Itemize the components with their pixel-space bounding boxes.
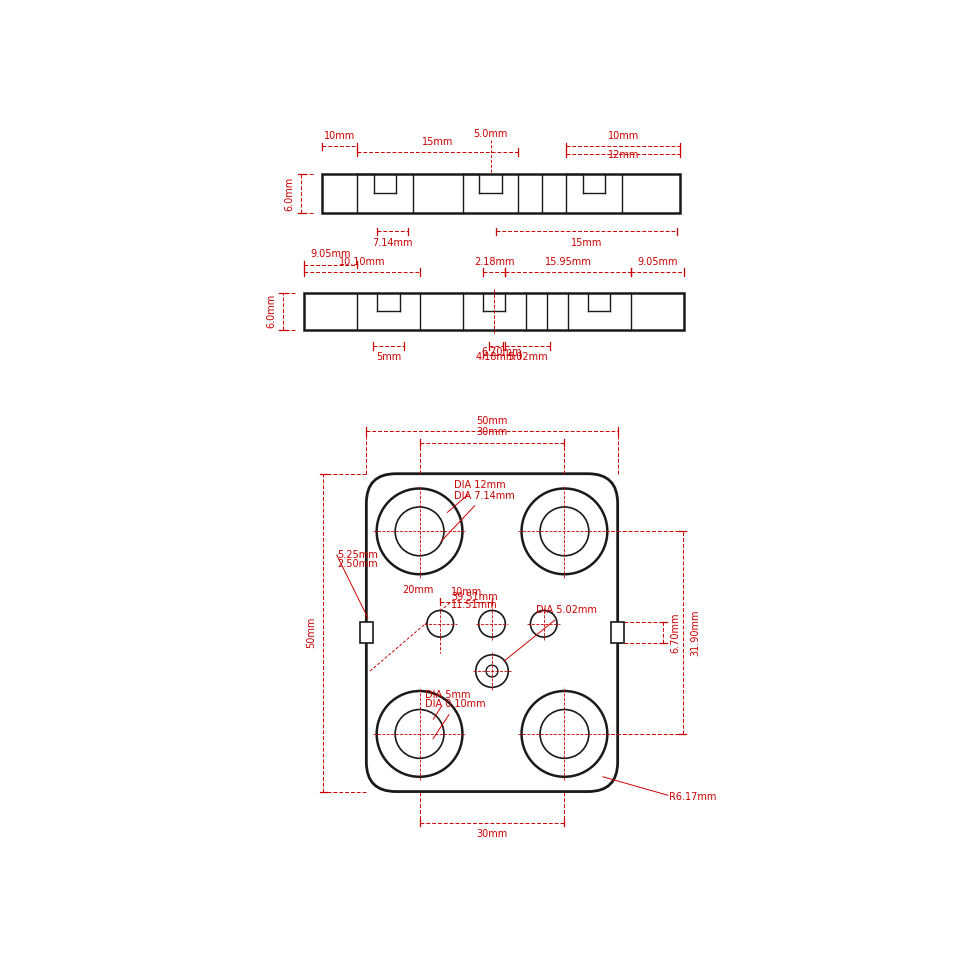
Text: 9.05mm: 9.05mm [637,256,678,267]
Bar [303,293,684,329]
Text: 50mm: 50mm [476,416,508,425]
Text: 30mm: 30mm [476,427,508,438]
Text: 11.51mm: 11.51mm [451,600,498,611]
Text: 5mm: 5mm [376,351,401,362]
Circle shape [479,611,505,637]
Text: 6.0mm: 6.0mm [284,177,295,210]
Circle shape [376,489,463,574]
Text: 6.70mm: 6.70mm [481,348,522,357]
Text: DIA 0.10mm: DIA 0.10mm [425,699,486,739]
Circle shape [476,655,508,687]
Circle shape [396,507,444,556]
Text: 39.51mm: 39.51mm [451,592,498,602]
Text: R6.17mm: R6.17mm [669,792,717,802]
Circle shape [486,665,498,677]
Text: 2.18mm: 2.18mm [474,256,515,267]
Text: 4.18mm: 4.18mm [476,351,516,362]
Text: 10mm: 10mm [324,132,355,141]
Text: 12mm: 12mm [608,151,639,160]
Circle shape [376,691,463,777]
Text: 5.25mm: 5.25mm [337,550,377,560]
Text: DIA 5.02mm: DIA 5.02mm [504,606,597,661]
Text: 9.05mm: 9.05mm [310,250,350,259]
Circle shape [521,691,608,777]
Text: DIA 7.14mm: DIA 7.14mm [441,491,515,541]
Text: 5.0mm: 5.0mm [473,129,508,139]
Circle shape [396,709,444,758]
Text: 10.10mm: 10.10mm [339,256,385,267]
Bar [360,622,373,643]
Text: 50mm: 50mm [306,617,316,648]
Bar [611,622,624,643]
Text: 5.02mm: 5.02mm [507,351,548,362]
Circle shape [521,489,608,574]
Circle shape [427,611,453,637]
Circle shape [531,611,557,637]
Text: 6.70mm: 6.70mm [670,612,680,653]
Text: 20mm: 20mm [402,585,434,594]
FancyBboxPatch shape [367,473,617,792]
Text: 2.50mm: 2.50mm [337,559,377,569]
Text: 10mm: 10mm [450,588,482,597]
Circle shape [540,709,588,758]
Text: 15.95mm: 15.95mm [544,256,591,267]
Circle shape [540,507,588,556]
Text: 10mm: 10mm [608,132,639,141]
Text: 15mm: 15mm [571,238,602,248]
Text: 7.14mm: 7.14mm [372,238,413,248]
Text: DIA 5mm: DIA 5mm [425,690,471,719]
Text: 30mm: 30mm [476,828,508,838]
Text: 15mm: 15mm [422,137,453,147]
Text: 31.90mm: 31.90mm [690,610,700,656]
Bar [322,175,681,213]
Text: DIA 12mm: DIA 12mm [447,480,505,513]
Text: 6.0mm: 6.0mm [266,294,276,328]
